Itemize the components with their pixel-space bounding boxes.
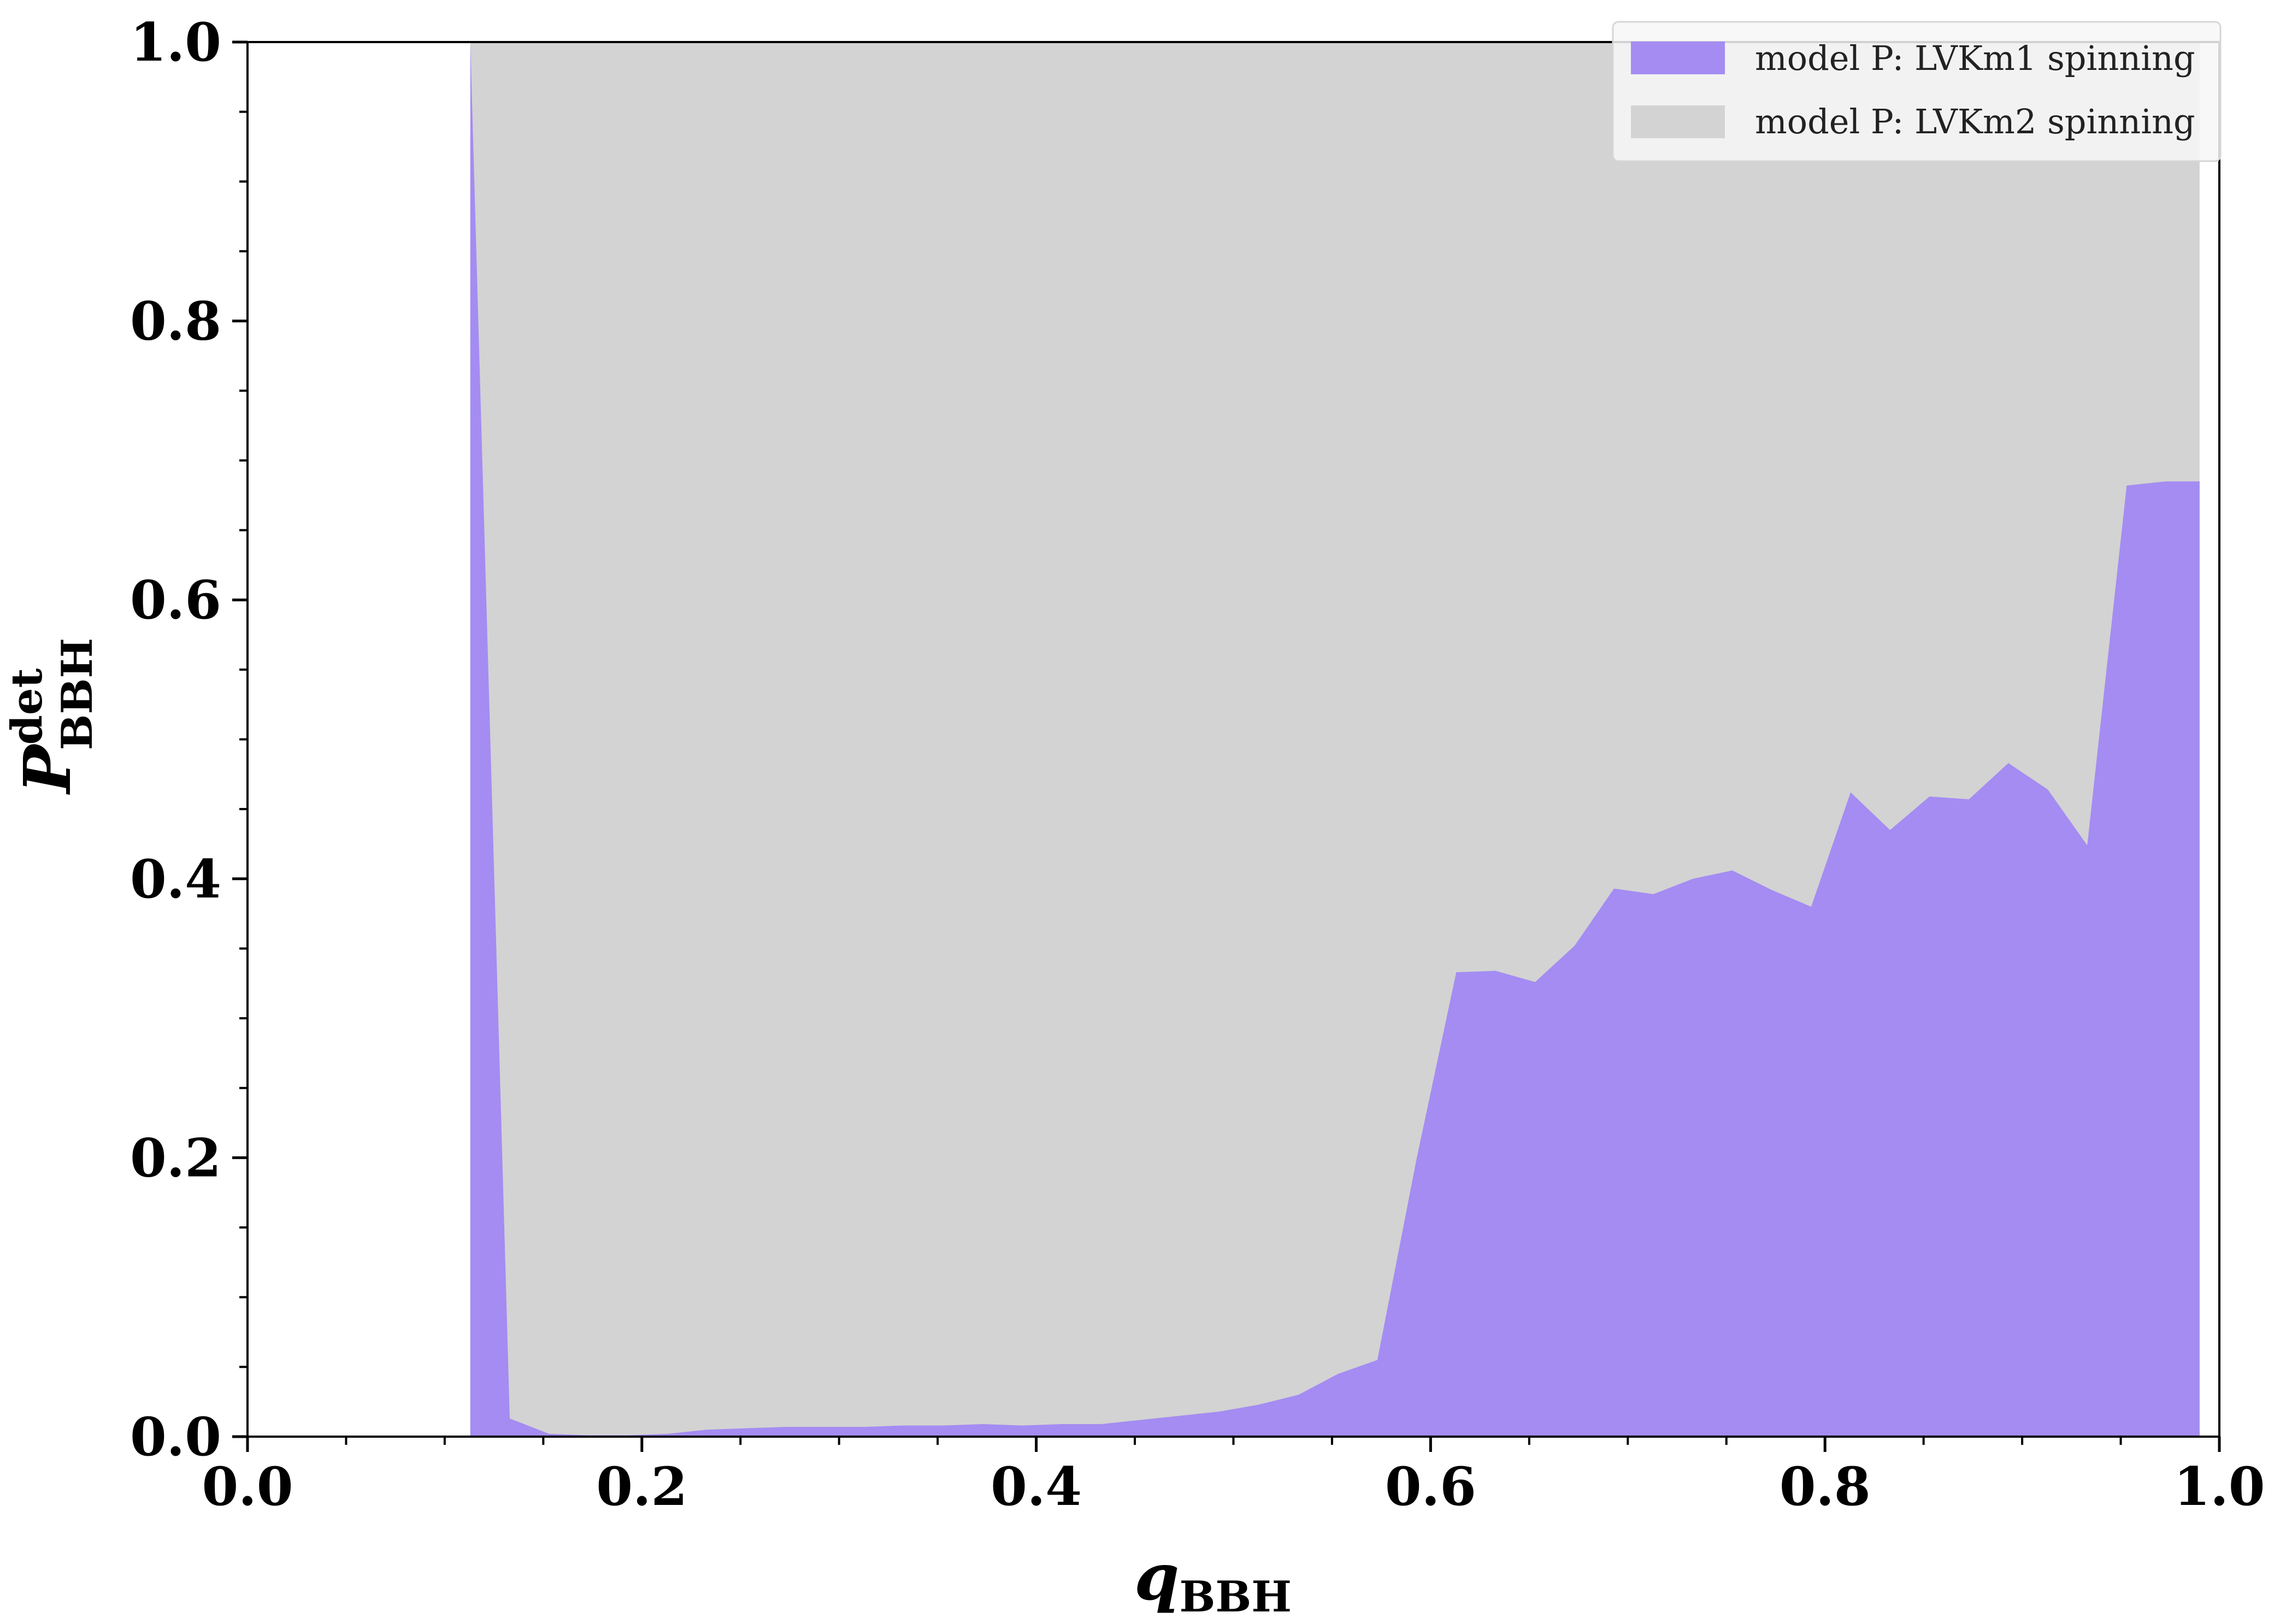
legend-box	[1612, 21, 2222, 162]
y-tick-label: 0.6	[130, 569, 221, 631]
y-tick-label: 1.0	[130, 11, 221, 73]
x-tick-label: 1.0	[2173, 1456, 2265, 1517]
legend: model P: LVKm1 spinning model P: LVKm2 s…	[1612, 21, 2222, 162]
tick-labels: 0.0 0.2 0.4 0.6 0.8 1.0 0.0 0.2 0.4 0.6 0.8 1.0	[130, 11, 2265, 1517]
x-tick-label: 0.0	[202, 1456, 293, 1517]
x-tick-label: 0.2	[596, 1456, 687, 1517]
x-axis-label: qBBH	[1134, 1539, 1292, 1622]
svg-text:PdetBBH: PdetBBH	[2, 638, 102, 795]
x-tick-label: 0.4	[991, 1456, 1082, 1517]
plot-areas	[470, 42, 2200, 1437]
legend-label-lvkm1: model P: LVKm1 spinning	[1755, 38, 2195, 78]
y-tick-label: 0.0	[130, 1406, 221, 1468]
y-tick-label: 0.2	[130, 1127, 221, 1189]
area-model-p-lvkm1-spinning	[470, 42, 2200, 1437]
y-tick-label: 0.4	[130, 848, 221, 910]
legend-swatch-lvkm2	[1631, 105, 1725, 138]
x-tick-label: 0.6	[1385, 1456, 1476, 1517]
legend-label-lvkm2: model P: LVKm2 spinning	[1755, 102, 2195, 141]
y-tick-label: 0.8	[130, 291, 221, 352]
minor-ticks	[239, 110, 2122, 1445]
x-tick-label: 0.8	[1780, 1456, 1871, 1517]
major-ticks	[232, 40, 2221, 1452]
y-axis-label: PdetBBH	[2, 638, 102, 795]
legend-swatch-lvkm1	[1631, 42, 1725, 74]
